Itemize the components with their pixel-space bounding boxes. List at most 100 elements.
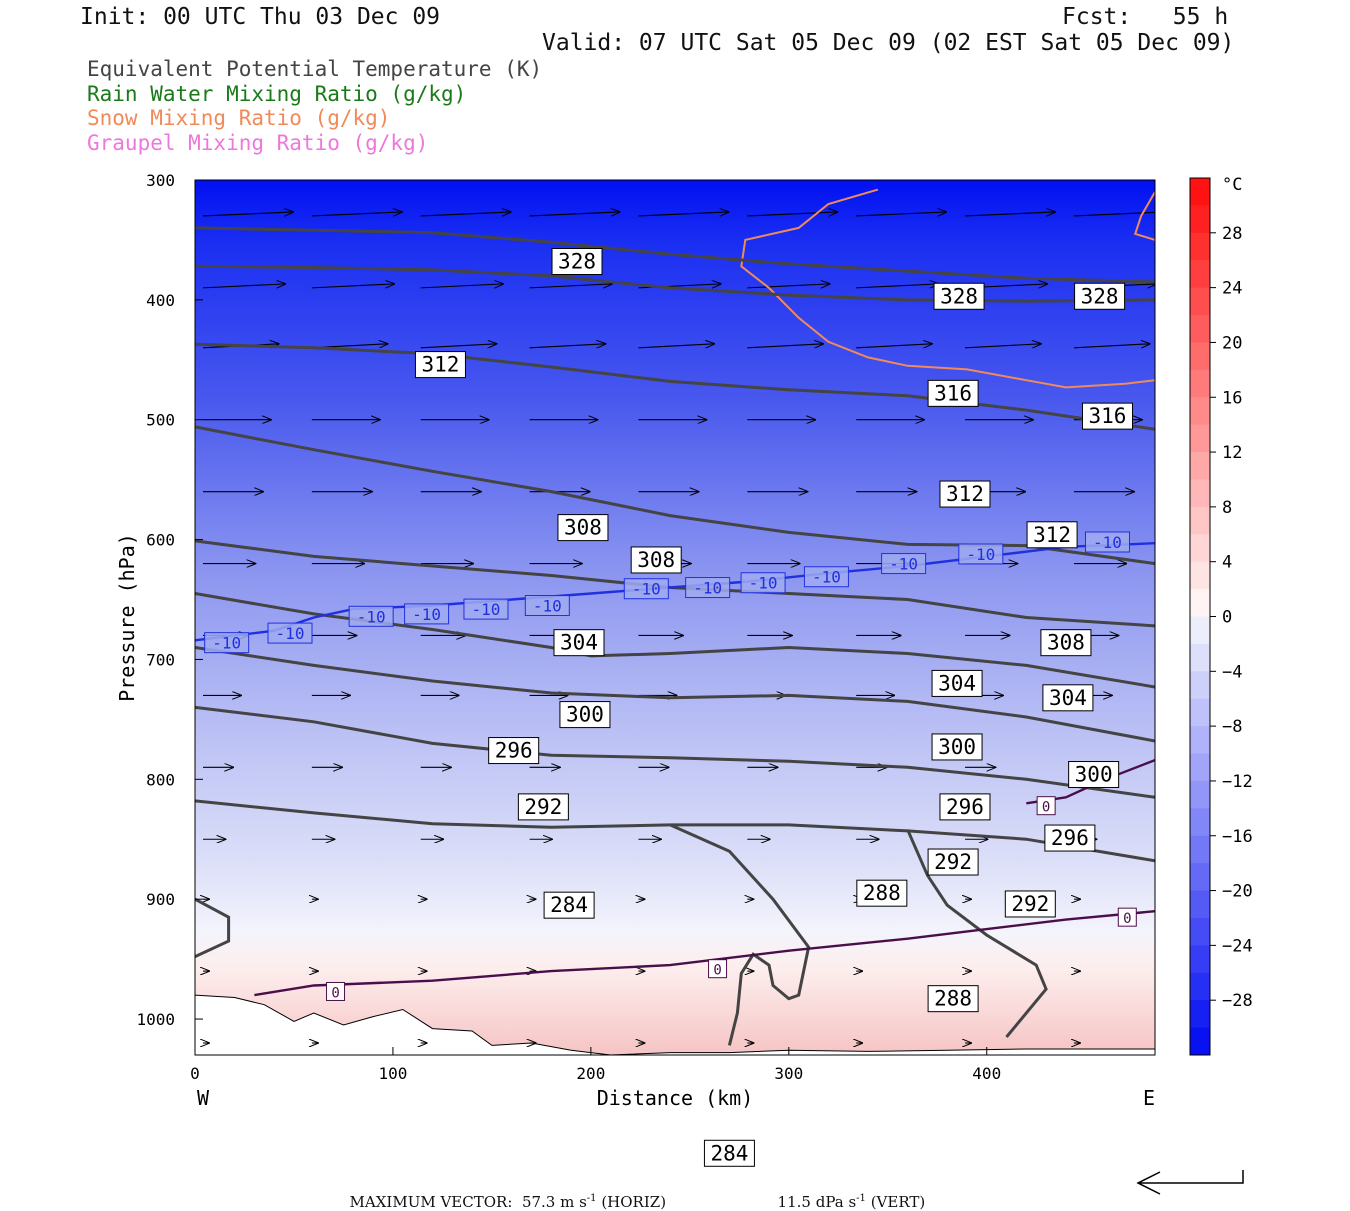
theta-e-label-text: 300 bbox=[938, 735, 976, 759]
isotherm-label: 0 bbox=[708, 959, 728, 979]
isotherm-label: -10 bbox=[803, 566, 849, 588]
theta-e-label: 308 bbox=[557, 514, 609, 542]
theta-e-label: 296 bbox=[488, 737, 540, 765]
theta-e-label-text: 292 bbox=[1011, 892, 1049, 916]
isotherm-label-text: 0 bbox=[1042, 800, 1050, 816]
isotherm-label-box bbox=[204, 632, 250, 654]
isotherm-label-text: -10 bbox=[472, 600, 501, 619]
theta-e-label-text: 312 bbox=[946, 482, 984, 506]
theta-e-label-text: 284 bbox=[550, 893, 588, 917]
colorbar-segment bbox=[1190, 945, 1210, 974]
isotherm-label: -10 bbox=[740, 572, 786, 594]
isotherm-label-box bbox=[1036, 796, 1056, 816]
theta-e-label-box bbox=[414, 351, 466, 379]
theta-e-label: 288 bbox=[927, 985, 979, 1013]
theta-e-label-box bbox=[553, 629, 605, 657]
colorbar-segment bbox=[1190, 534, 1210, 563]
isotherm-label: -10 bbox=[623, 578, 669, 600]
theta-e-label-box bbox=[939, 793, 991, 821]
isotherm-label-text: -10 bbox=[693, 579, 722, 598]
x-tick-label: 0 bbox=[190, 1064, 200, 1083]
wind-vector bbox=[1073, 212, 1155, 217]
legend-snow: Snow Mixing Ratio (g/kg) bbox=[87, 106, 391, 130]
colorbar-segment bbox=[1190, 287, 1210, 316]
theta-e-label-text: 328 bbox=[940, 284, 978, 308]
isotherm-label: -10 bbox=[524, 595, 570, 617]
colorbar-segment bbox=[1190, 1027, 1210, 1056]
y-tick-label: 300 bbox=[146, 171, 175, 190]
wind-vector bbox=[529, 212, 620, 217]
isotherm-label-text: -10 bbox=[889, 555, 918, 574]
isotherm-label-box bbox=[348, 605, 394, 627]
isotherm-label: -10 bbox=[348, 605, 394, 627]
isotherm-label-box bbox=[740, 572, 786, 594]
x-tick-label: 300 bbox=[774, 1064, 803, 1083]
isotherm-label-box bbox=[958, 543, 1004, 565]
wind-vector bbox=[965, 344, 1041, 349]
theta-e-contour bbox=[195, 226, 1155, 284]
isotherm-label-box bbox=[463, 598, 509, 620]
colorbar-tick-label: −4 bbox=[1222, 662, 1242, 682]
theta-e-label-text: 292 bbox=[524, 795, 562, 819]
legend-rain: Rain Water Mixing Ratio (g/kg) bbox=[87, 82, 467, 106]
wind-vector bbox=[638, 344, 714, 349]
colorbar-tick-label: 16 bbox=[1222, 388, 1242, 408]
isotherm-label: -10 bbox=[404, 603, 450, 625]
theta-e-label: 300 bbox=[559, 701, 611, 729]
theta-e-label-box bbox=[1042, 684, 1094, 712]
colorbar-tick-label: 28 bbox=[1222, 224, 1242, 244]
isotherm-label-text: -10 bbox=[749, 574, 778, 593]
theta-e-contour bbox=[906, 829, 1048, 1038]
theta-e-label-box bbox=[1026, 521, 1078, 549]
theta-e-label-box bbox=[1081, 402, 1133, 430]
isotherm-label-box bbox=[267, 622, 313, 644]
wind-vector bbox=[529, 344, 606, 349]
theta-e-label-box bbox=[939, 480, 991, 508]
wind-vector bbox=[202, 212, 293, 217]
theta-e-label-box bbox=[543, 891, 595, 919]
wind-vector bbox=[638, 212, 728, 217]
colorbar-segment bbox=[1190, 835, 1210, 864]
x-tick-label: 100 bbox=[378, 1064, 407, 1083]
y-tick-label: 500 bbox=[146, 411, 175, 430]
colorbar-unit: °C bbox=[1222, 175, 1242, 195]
isotherm-label-text: -10 bbox=[276, 624, 305, 643]
theta-e-label: 312 bbox=[1026, 521, 1078, 549]
isotherm-label-box bbox=[803, 566, 849, 588]
colorbar-segment bbox=[1190, 726, 1210, 755]
colorbar-segment bbox=[1190, 561, 1210, 590]
max-vector-horiz: 57.3 m s bbox=[521, 1193, 587, 1211]
theta-e-label: 316 bbox=[1081, 402, 1133, 430]
wind-vector bbox=[420, 284, 503, 289]
theta-e-label-text: 296 bbox=[1051, 826, 1089, 850]
theta-e-label: 300 bbox=[931, 733, 983, 761]
theta-e-label: 304 bbox=[931, 669, 983, 697]
theta-e-label: 316 bbox=[927, 379, 979, 407]
isotherm-label: -10 bbox=[1084, 531, 1130, 553]
isotherm-label-text: -10 bbox=[212, 634, 241, 653]
theta-e-label-box bbox=[1004, 890, 1056, 918]
colorbar-segment bbox=[1190, 616, 1210, 645]
colorbar-tick-label: −24 bbox=[1222, 936, 1253, 956]
theta-e-contour bbox=[195, 705, 1155, 799]
legend-graupel: Graupel Mixing Ratio (g/kg) bbox=[87, 131, 429, 155]
colorbar-segment bbox=[1190, 698, 1210, 727]
wind-vector bbox=[747, 284, 829, 289]
theta-e-label-text: 328 bbox=[558, 250, 596, 274]
isotherm-label-text: -10 bbox=[1093, 533, 1122, 552]
theta-e-label-box bbox=[927, 379, 979, 407]
max-vector-label: MAXIMUM VECTOR: 57.3 m s-1 (HORIZ) bbox=[340, 1175, 667, 1211]
theta-e-label: 308 bbox=[1040, 629, 1092, 657]
west-label: W bbox=[197, 1086, 210, 1110]
reference-vector-arrow bbox=[1136, 1170, 1244, 1195]
colorbar-segment bbox=[1190, 917, 1210, 946]
colorbar-segment bbox=[1190, 890, 1210, 919]
theta-e-label-box bbox=[927, 985, 979, 1013]
theta-e-contour bbox=[195, 264, 1155, 303]
theta-e-label-text: 300 bbox=[1075, 763, 1113, 787]
wind-vector bbox=[420, 344, 497, 349]
wind-vector bbox=[1073, 344, 1150, 349]
isotherm-label-text: -10 bbox=[812, 568, 841, 587]
theta-e-contour bbox=[195, 646, 1155, 743]
colorbar-tick-label: −20 bbox=[1222, 882, 1253, 902]
